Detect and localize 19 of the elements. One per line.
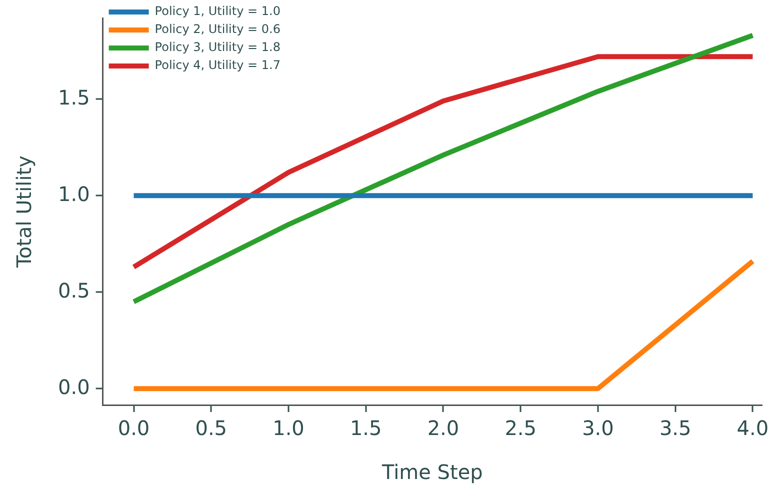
legend-label: Policy 1, Utility = 1.0	[154, 4, 280, 18]
x-tick-label: 2.0	[427, 416, 460, 440]
y-tick-label: 0.0	[58, 374, 90, 399]
legend-label: Policy 4, Utility = 1.7	[154, 58, 280, 72]
legend-label: Policy 3, Utility = 1.8	[154, 40, 280, 54]
y-tick-label: 0.5	[58, 278, 90, 302]
y-axis-title: Total Utility	[12, 155, 36, 268]
x-axis-title: Time Step	[380, 460, 483, 484]
x-tick-label: 3.5	[659, 416, 692, 440]
legend-label: Policy 2, Utility = 0.6	[154, 22, 280, 36]
x-tick-label: 4.0	[736, 416, 769, 440]
x-tick-label: 1.0	[272, 416, 304, 440]
x-tick-label: 0.5	[195, 416, 228, 440]
y-tick-label: 1.0	[58, 182, 90, 206]
x-tick-label: 2.5	[504, 416, 537, 440]
x-tick-label: 3.0	[582, 416, 614, 440]
y-tick-label: 1.5	[58, 85, 90, 110]
x-tick-label: 0.0	[118, 416, 150, 440]
x-tick-label: 1.5	[350, 416, 382, 440]
